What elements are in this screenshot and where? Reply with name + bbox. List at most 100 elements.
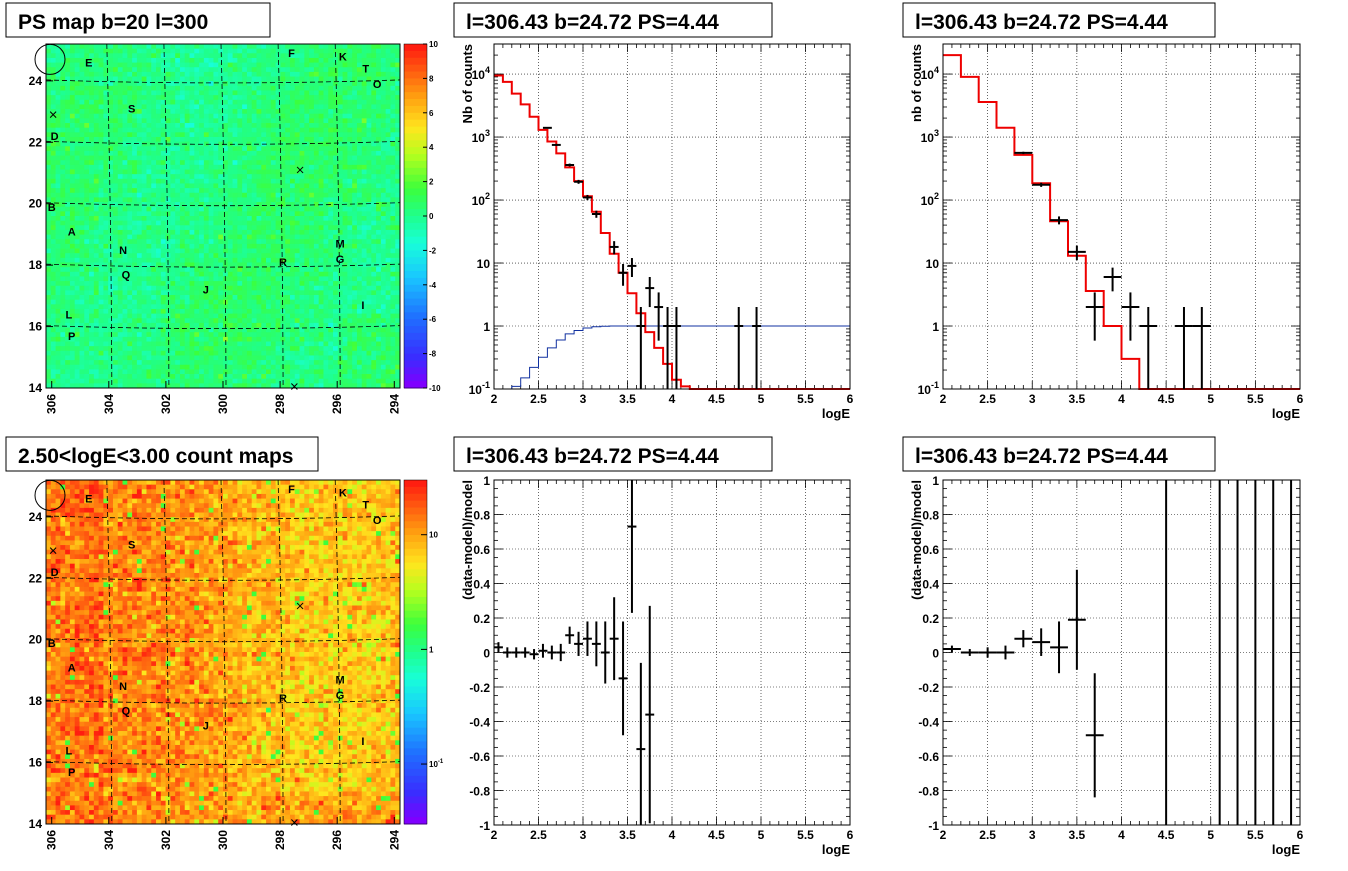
heatmap-cell [184,109,190,115]
heatmap-cell [69,225,76,231]
heatmap-cell [227,164,233,170]
heatmap-cell [232,169,238,175]
heatmap-cell [203,62,210,68]
heatmap-cell [79,118,85,124]
heatmap-cell [93,355,100,361]
heatmap-cell [127,262,133,268]
heatmap-cell [261,318,267,324]
heatmap-cell [323,276,329,282]
heatmap-cell [84,276,90,282]
heatmap-cell [98,169,104,175]
heatmap-cell [342,85,348,91]
heatmap-cell [156,225,162,231]
heatmap-cell [184,211,190,217]
heatmap-cell [122,290,128,296]
heatmap-cell [136,104,143,110]
heatmap-cell [285,178,291,184]
heatmap-cell [270,234,277,240]
heatmap-cell [237,192,243,198]
heatmap-cell [323,62,329,68]
heatmap-cell [232,229,238,235]
heatmap-cell [46,295,52,301]
heatmap-cell [318,271,324,277]
heatmap-cell [79,299,85,305]
heatmap-cell [376,132,382,138]
heatmap-cell [242,262,248,268]
heatmap-cell [160,299,166,305]
heatmap-cell [218,253,224,259]
heatmap-cell [223,160,229,166]
heatmap-cell [371,336,377,342]
heatmap-cell [395,271,401,277]
heatmap-cell [280,57,286,63]
heatmap-cell [108,113,114,119]
heatmap-cell [170,150,176,156]
heatmap-cell [141,118,147,124]
heatmap-cell [371,202,377,208]
heatmap-cell [213,276,219,282]
heatmap-cell [151,225,157,231]
heatmap-cell [60,229,66,235]
heatmap-cell [160,308,166,315]
heatmap-cell [356,313,363,319]
heatmap-cell [136,271,143,277]
heatmap-cell [160,341,166,347]
heatmap-cell [385,322,391,328]
heatmap-cell [170,225,176,231]
heatmap-cell [361,216,367,222]
heatmap-cell [395,257,401,263]
heatmap-cell [342,318,348,324]
heatmap-cell [318,132,324,138]
heatmap-cell [218,295,224,301]
heatmap-cell [136,141,143,147]
heatmap-cell [242,183,248,189]
heatmap-cell [256,332,262,338]
heatmap-cell [69,132,76,138]
heatmap-cell [189,197,195,203]
heatmap-cell [380,150,387,156]
heatmap-cell [299,150,305,156]
heatmap-cell [127,206,133,212]
heatmap-cell [146,318,152,324]
heatmap-cell [199,104,205,110]
heatmap-cell [237,202,243,208]
heatmap-cell [93,220,100,226]
heatmap-cell [270,123,277,129]
heatmap-cell [179,118,186,124]
heatmap-cell [352,160,358,166]
heatmap-cell [179,243,186,249]
heatmap-cell [304,174,310,180]
heatmap-cell [117,262,123,268]
heatmap-cell [218,257,224,263]
heatmap-cell [385,239,391,245]
heatmap-cell [385,90,391,96]
heatmap-cell [69,350,76,356]
heatmap-cell [371,276,377,282]
heatmap-cell [84,169,90,175]
heatmap-cell [60,318,66,324]
heatmap-cell [184,178,190,184]
heatmap-cell [213,109,219,115]
heatmap-cell [323,267,329,273]
heatmap-cell [146,206,152,212]
heatmap-cell [313,197,320,203]
heatmap-cell [347,346,353,352]
heatmap-cell [285,341,291,347]
heatmap-cell [294,123,300,129]
heatmap-cell [55,346,61,352]
heatmap-cell [299,192,305,198]
heatmap-cell [112,141,119,147]
heatmap-cell [160,202,166,208]
heatmap-cell [156,308,162,315]
heatmap-cell [237,169,243,175]
heatmap-cell [55,99,61,105]
heatmap-cell [98,67,104,73]
heatmap-cell [165,271,171,277]
heatmap-cell [74,262,80,268]
heatmap-cell [223,336,229,342]
heatmap-cell [112,355,119,361]
heatmap-cell [127,118,133,124]
heatmap-cell [337,192,343,198]
heatmap-cell [103,123,109,129]
heatmap-cell [246,136,253,143]
